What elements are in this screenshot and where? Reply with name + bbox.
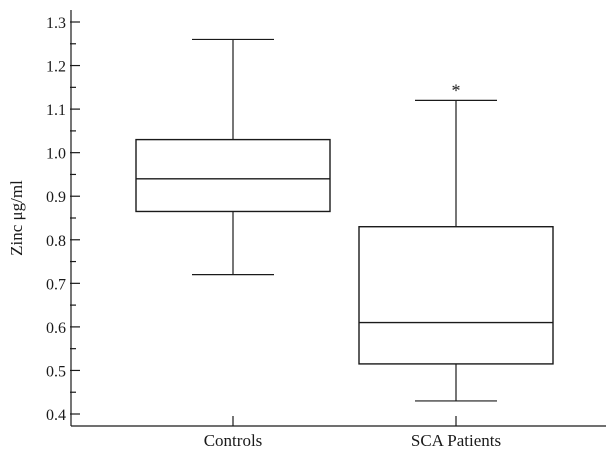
y-ticks: 0.4 0.5 0.6 0.7 0.8 0.9 1.0 1.1 1.2 1.3	[46, 15, 80, 424]
y-tick-label: 0.6	[46, 320, 66, 337]
y-tick-label: 1.3	[46, 15, 66, 32]
box-sca-patients: *	[358, 80, 554, 402]
y-axis-label: Zinc μg/ml	[7, 180, 26, 256]
y-tick-label: 0.9	[46, 189, 66, 206]
y-tick-label: 0.5	[46, 363, 66, 380]
y-tick-label: 1.2	[46, 59, 66, 76]
interquartile-box	[135, 138, 331, 213]
x-tick-label: Controls	[204, 431, 263, 450]
y-tick-label: 1.0	[46, 146, 66, 163]
x-ticks: Controls SCA Patients	[204, 416, 501, 450]
y-tick-label: 0.4	[46, 407, 66, 424]
interquartile-box	[358, 226, 554, 365]
x-tick-label: SCA Patients	[411, 431, 501, 450]
y-tick-label: 0.7	[46, 276, 66, 293]
y-tick-label: 1.1	[46, 102, 66, 119]
box-controls	[135, 38, 331, 276]
boxes: *	[135, 38, 554, 402]
y-tick-label: 0.8	[46, 233, 66, 250]
significance-marker: *	[452, 80, 461, 100]
